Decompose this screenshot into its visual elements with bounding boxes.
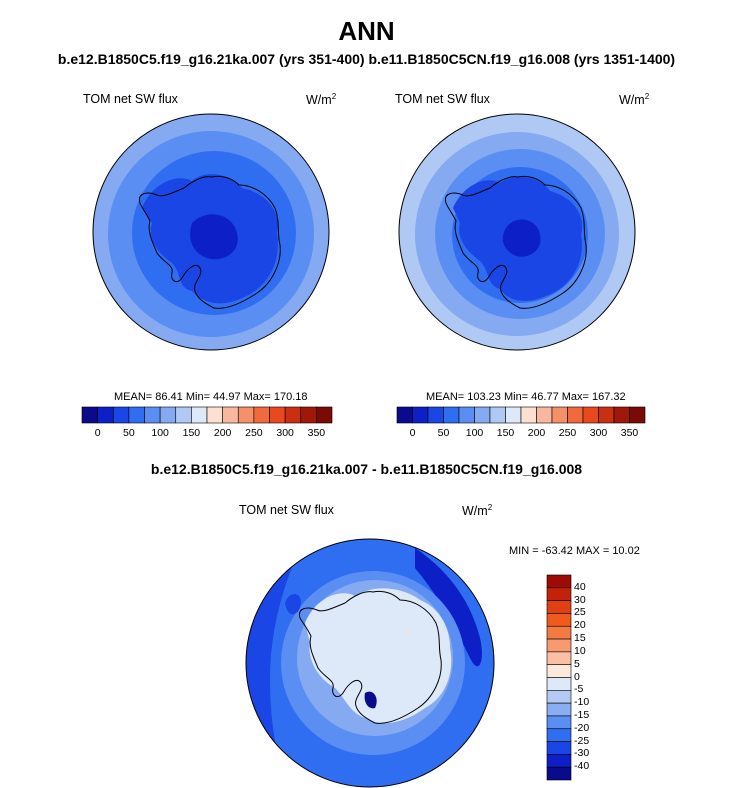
- colorbar-2-swatch: [582, 406, 599, 424]
- colorbar-diff-tick-label: 40: [574, 580, 586, 593]
- colorbar-2-swatch: [520, 406, 537, 424]
- colorbar-diff-swatch: [546, 690, 572, 704]
- panel3-label: TOM net SW flux: [239, 503, 334, 517]
- colorbar-diff-swatch: [546, 664, 572, 678]
- colorbar-diff-swatch: [546, 587, 572, 601]
- panel2-label: TOM net SW flux: [395, 92, 490, 106]
- colorbar-diff-swatch: [546, 600, 572, 614]
- colorbar-1-swatch: [175, 406, 192, 424]
- colorbar-diff-swatch: [546, 715, 572, 730]
- colorbar-2-tick-label: 300: [589, 427, 608, 439]
- polar-map-2: [398, 113, 636, 351]
- colorbar-diff-swatch: [546, 728, 572, 742]
- colorbar-diff-tick-label: -40: [574, 760, 590, 773]
- colorbar-diff-swatch: [546, 702, 572, 717]
- colorbar-2-swatch: [598, 406, 615, 424]
- panel1-label: TOM net SW flux: [83, 92, 178, 106]
- colorbar-diff-tick-label: -25: [574, 734, 590, 747]
- colorbar-1-swatch: [191, 406, 208, 424]
- colorbar-2: [396, 406, 646, 424]
- colorbar-2-swatch: [489, 406, 506, 424]
- colorbar-1-swatch: [284, 406, 302, 424]
- colorbar-2-swatch: [412, 406, 429, 424]
- colorbar-1-tick-label: 50: [123, 427, 135, 439]
- colorbar-1-tick-label: 150: [182, 427, 201, 439]
- panel3-stats: MIN = -63.42 MAX = 10.02: [509, 545, 640, 557]
- colorbar-1-swatch: [128, 406, 145, 424]
- colorbar-diff-tick-label: 15: [574, 632, 586, 645]
- colorbar-2-swatch: [427, 406, 444, 424]
- colorbar-2-swatch: [443, 406, 460, 424]
- colorbar-1-swatch: [206, 406, 223, 424]
- colorbar-2-swatch: [629, 406, 646, 424]
- colorbar-diff-tick-label: 10: [574, 644, 586, 657]
- colorbar-1-swatch: [253, 406, 270, 424]
- panel3-units: W/m2: [462, 503, 493, 519]
- colorbar-1-tick-label: 350: [307, 427, 326, 439]
- colorbar-1-swatch: [97, 406, 114, 424]
- colorbar-1-tick-label: 0: [94, 427, 101, 439]
- colorbar-2-swatch: [396, 406, 413, 424]
- colorbar-diff-tick-label: -30: [574, 747, 590, 760]
- colorbar-1-swatch: [81, 406, 98, 424]
- colorbar-2-tick-label: 100: [465, 427, 484, 439]
- panel1-units: W/m2: [306, 92, 337, 108]
- colorbar-1: [81, 406, 333, 424]
- polar-map-diff: [245, 538, 495, 788]
- colorbar-1-tick-label: 250: [245, 427, 263, 439]
- polar-map-1: [92, 113, 330, 351]
- colorbar-2-swatch: [613, 406, 630, 424]
- colorbar-2-swatch: [458, 406, 475, 424]
- colorbar-2-swatch: [505, 406, 522, 424]
- colorbar-diff-swatch: [546, 574, 572, 589]
- colorbar-diff-swatch: [546, 754, 572, 768]
- colorbar-1-swatch: [316, 406, 333, 424]
- colorbar-diff-swatch: [546, 677, 572, 691]
- colorbar-diff-tick-label: -5: [574, 683, 584, 696]
- colorbar-1-swatch: [222, 406, 239, 424]
- colorbar-2-tick-label: 150: [496, 427, 515, 439]
- panel1-stats: MEAN= 86.41 Min= 44.97 Max= 170.18: [114, 391, 308, 403]
- colorbar-2-tick-label: 350: [620, 427, 639, 439]
- figure-subtitle: b.e12.B1850C5.f19_g16.21ka.007 (yrs 351-…: [57, 51, 676, 67]
- colorbar-diff-tick-label: 5: [574, 657, 580, 670]
- colorbar-2-swatch: [474, 406, 491, 424]
- colorbar-diff-swatch: [546, 651, 572, 665]
- colorbar-1-tick-label: 200: [213, 427, 232, 439]
- colorbar-diff-tick-label: -10: [574, 696, 590, 709]
- colorbar-2-tick-label: 50: [437, 427, 450, 439]
- colorbar-1-swatch: [269, 406, 286, 424]
- colorbar-diff-swatch: [546, 766, 572, 781]
- colorbar-1-swatch: [112, 406, 130, 424]
- colorbar-1-tick-label: 100: [151, 427, 169, 439]
- colorbar-2-swatch: [567, 406, 584, 424]
- colorbar-2-tick-label: 0: [409, 427, 416, 439]
- colorbar-diff-tick-label: 20: [574, 619, 586, 632]
- colorbar-diff-swatch: [546, 625, 572, 640]
- colorbar-diff-tick-label: -20: [574, 721, 590, 734]
- colorbar-2-swatch: [536, 406, 553, 424]
- colorbar-diff: [546, 574, 572, 781]
- diff-title: b.e12.B1850C5.f19_g16.21ka.007 - b.e11.B…: [150, 461, 583, 477]
- colorbar-diff-swatch: [546, 741, 572, 755]
- colorbar-diff-tick-label: 0: [574, 670, 580, 683]
- colorbar-2-tick-label: 200: [527, 427, 546, 439]
- colorbar-1-swatch: [300, 406, 317, 424]
- panel2-stats: MEAN= 103.23 Min= 46.77 Max= 167.32: [426, 391, 626, 403]
- colorbar-diff-swatch: [546, 613, 572, 627]
- colorbar-diff-tick-label: 30: [574, 593, 586, 606]
- colorbar-1-tick-label: 300: [276, 427, 294, 439]
- panel2-units: W/m2: [619, 92, 650, 108]
- colorbar-diff-tick-label: -15: [574, 708, 590, 721]
- colorbar-1-swatch: [237, 406, 255, 424]
- colorbar-1-swatch: [144, 406, 161, 424]
- colorbar-2-swatch: [551, 406, 568, 424]
- colorbar-1-swatch: [159, 406, 177, 424]
- colorbar-2-tick-label: 250: [558, 427, 577, 439]
- colorbar-diff-tick-label: 25: [574, 606, 586, 619]
- figure-title: ANN: [338, 16, 395, 46]
- colorbar-diff-swatch: [546, 638, 572, 653]
